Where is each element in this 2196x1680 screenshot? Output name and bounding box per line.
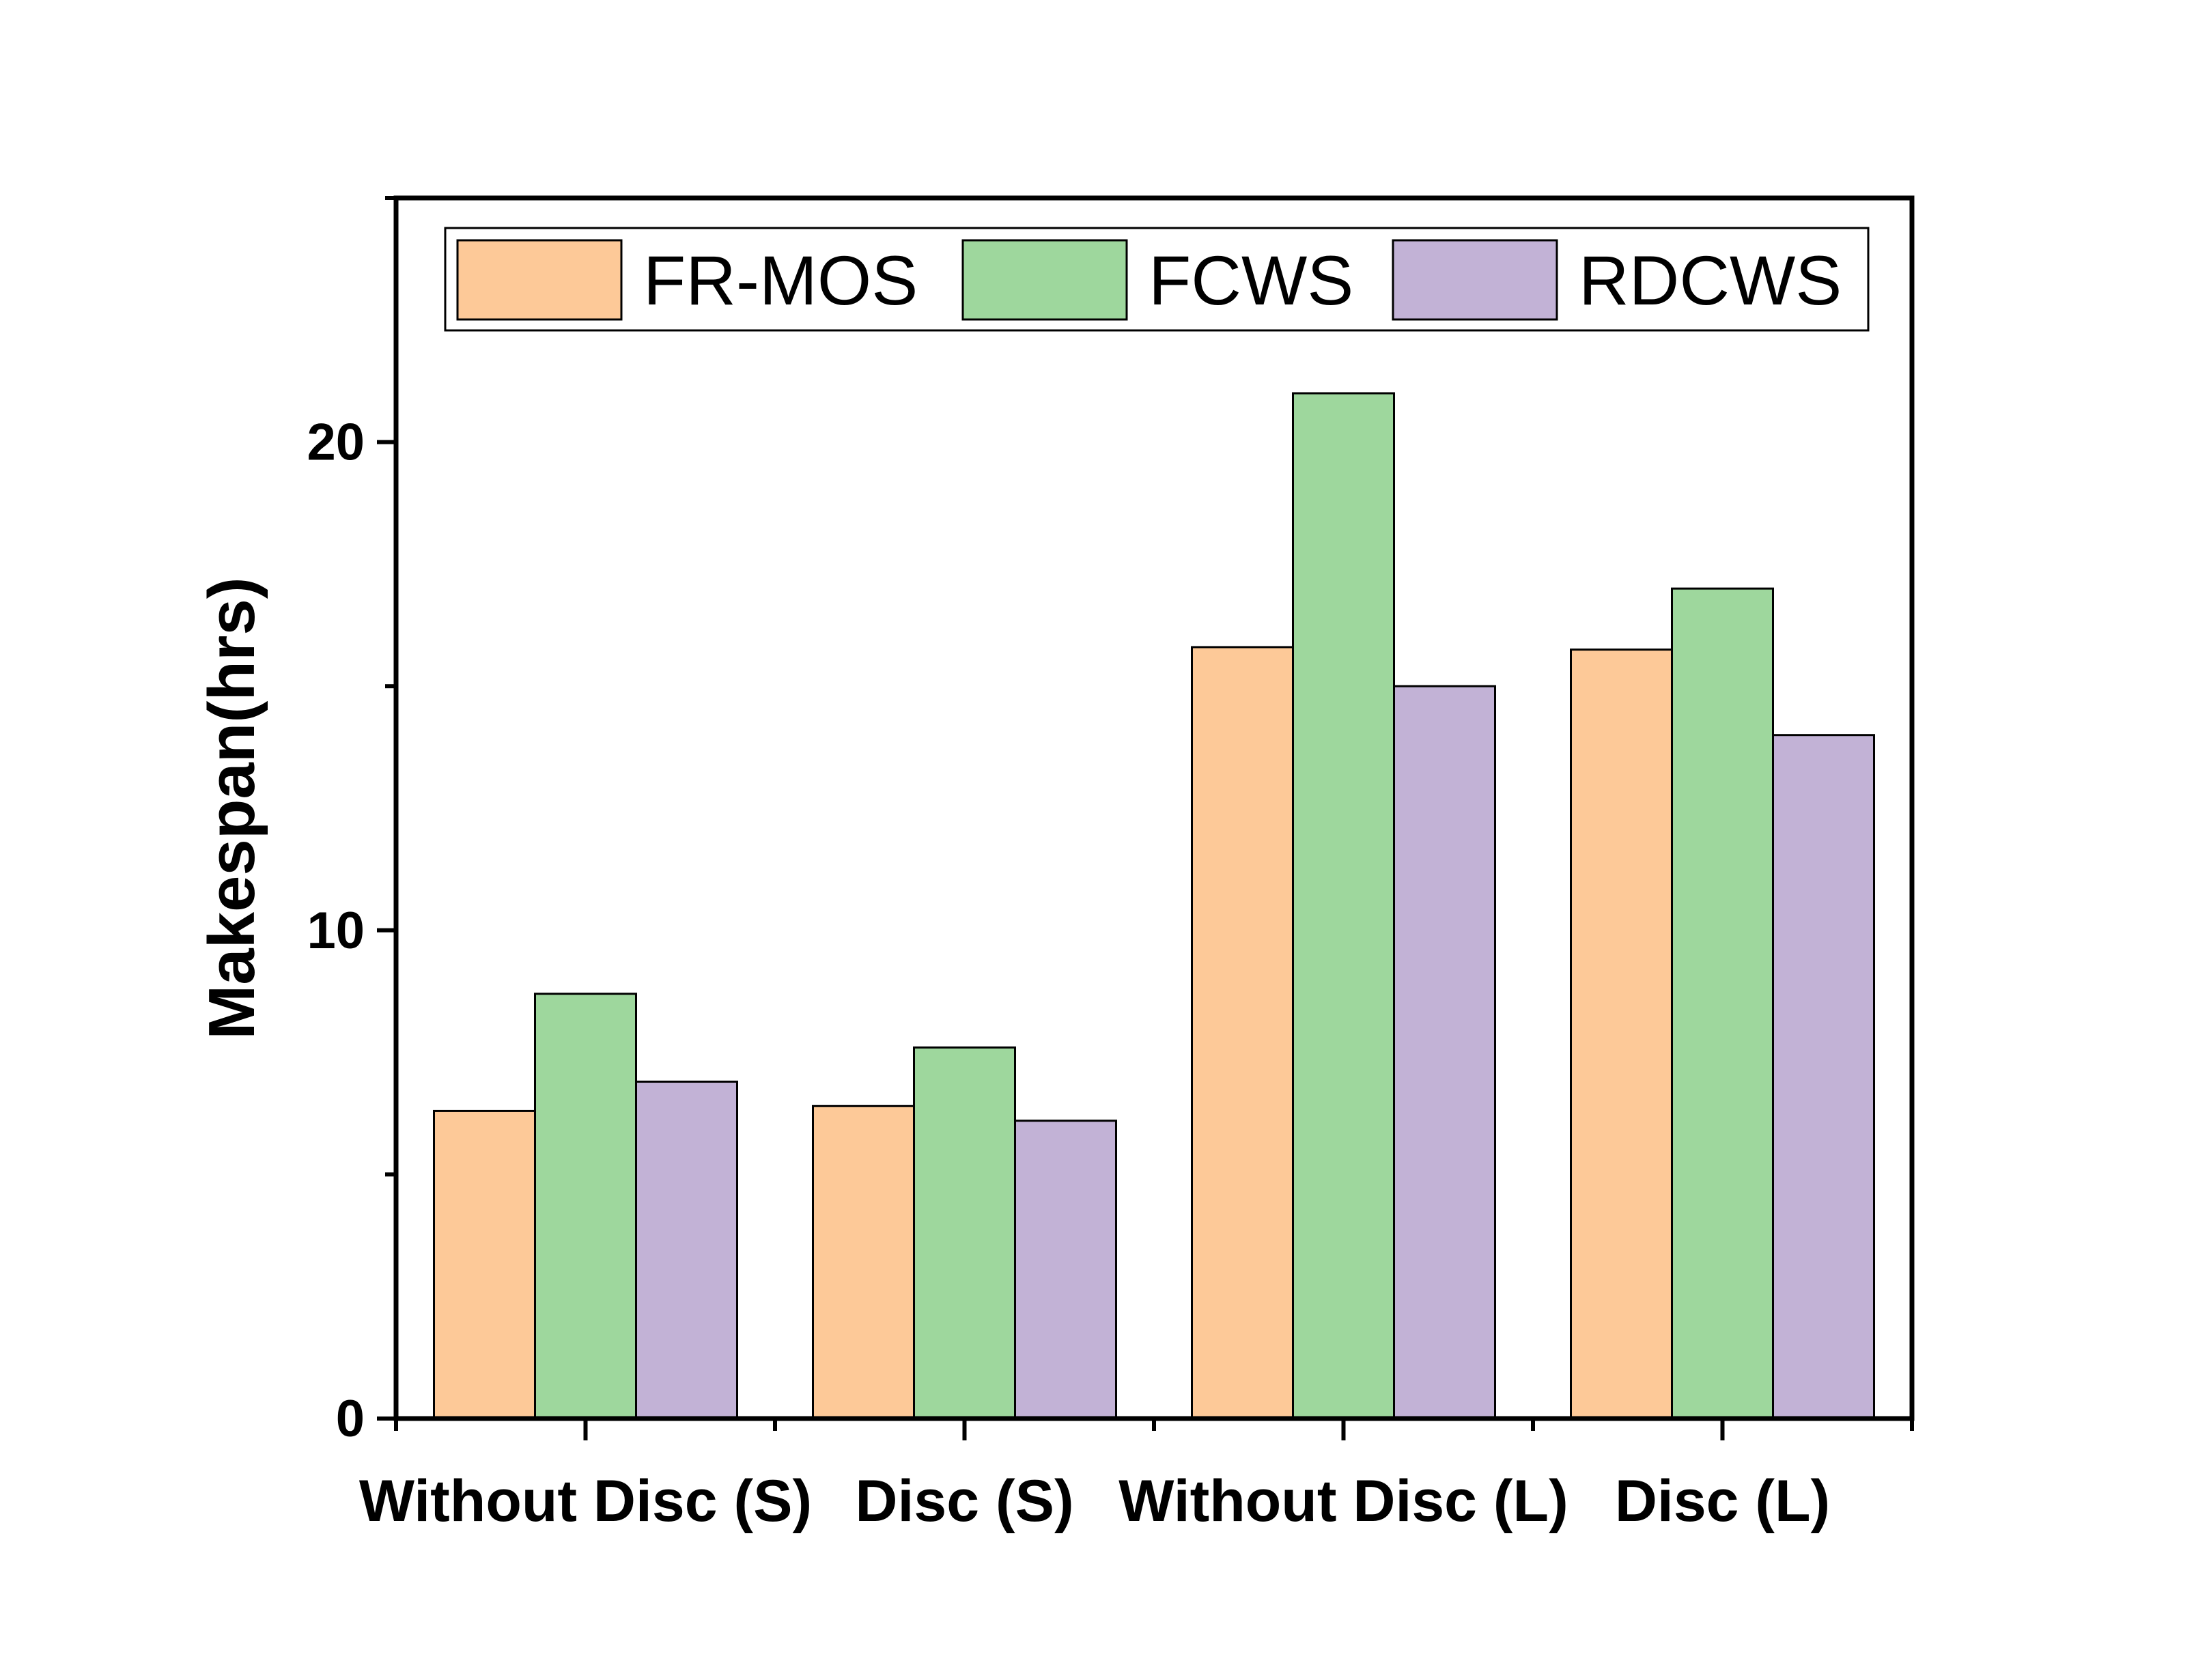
legend: FR-MOS FCWS RDCWS (444, 227, 1870, 332)
legend-frame (444, 227, 1870, 332)
x-axis-ticks: Without Disc (S) Disc (S) Without Disc (L)… (359, 1419, 1914, 1534)
bar-fcws-2 (913, 1046, 1016, 1420)
y-axis-title: Makespan(hrs) (195, 577, 268, 1040)
legend-swatch-rdcws (1392, 239, 1558, 321)
x-category-label: Without Disc (L) (1118, 1468, 1568, 1534)
bars-group (433, 392, 1875, 1420)
legend-label-fcws: FCWS (1149, 242, 1353, 319)
legend-swatch-fcws (961, 239, 1128, 321)
bar-fr-mos-3 (1191, 646, 1294, 1420)
bar-fcws-1 (534, 993, 637, 1420)
y-tick-label: 0 (336, 1390, 365, 1448)
bar-rdcws-1 (635, 1081, 738, 1420)
legend-label-fr-mos: FR-MOS (643, 242, 918, 319)
x-category-label: Disc (S) (855, 1468, 1073, 1534)
bar-rdcws-4 (1772, 734, 1875, 1420)
bar-fr-mos-2 (812, 1105, 915, 1420)
legend-label-rdcws: RDCWS (1579, 242, 1842, 319)
bar-rdcws-2 (1014, 1120, 1117, 1420)
y-tick-label: 10 (307, 902, 365, 960)
x-category-label: Disc (L) (1615, 1468, 1830, 1534)
bar-fcws-3 (1292, 392, 1395, 1420)
bar-fr-mos-4 (1570, 649, 1673, 1420)
x-category-label: Without Disc (S) (359, 1468, 812, 1534)
legend-swatch-fr-mos (456, 239, 623, 321)
bar-fcws-4 (1671, 587, 1774, 1420)
y-tick-label: 20 (307, 414, 365, 472)
bar-rdcws-3 (1393, 685, 1496, 1420)
bar-fr-mos-1 (433, 1109, 536, 1420)
y-axis-ticks: 0 10 20 (307, 196, 396, 1448)
